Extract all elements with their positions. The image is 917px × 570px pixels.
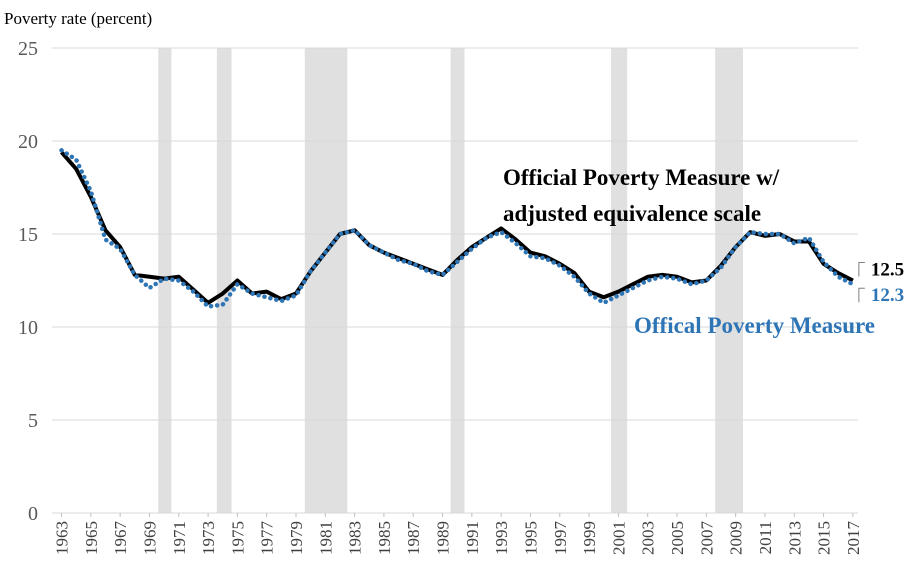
x-tick-label: 2007 [697,521,716,556]
recession-band [216,48,232,513]
y-tick-label: 20 [18,131,38,153]
x-tick-label: 1987 [404,521,423,556]
y-tick-label: 10 [18,317,38,339]
series-label: Offical Poverty Measure [634,313,875,338]
x-tick-label: 1993 [492,521,511,555]
x-tick-label: 1999 [580,521,599,555]
end-bracket [858,287,865,303]
x-tick-label: 1971 [170,521,189,555]
y-tick-label: 15 [18,224,38,246]
y-tick-label: 25 [18,38,38,60]
x-tick-label: 1967 [111,521,130,556]
recession-band [611,48,628,513]
x-tick-label: 1989 [434,521,453,555]
x-tick-label: 1997 [551,521,570,556]
end-bracket [858,262,865,277]
x-tick-label: 1981 [316,521,335,555]
x-tick-label: 2017 [844,521,863,556]
end-value-label: 12.5 [871,260,904,281]
x-tick-label: 2015 [815,521,834,555]
x-tick-label: 1979 [287,521,306,555]
x-tick-label: 1975 [228,521,247,555]
y-axis-label: Poverty rate (percent) [4,9,152,28]
x-tick-label: 1965 [82,521,101,555]
x-tick-label: 1995 [521,521,540,555]
x-tick-label: 2011 [756,521,775,554]
recession-band [715,48,743,513]
x-tick-label: 2013 [785,521,804,555]
y-tick-label: 5 [28,410,38,432]
x-tick-label: 1973 [199,521,218,555]
x-tick-label: 1969 [140,521,159,555]
x-tick-label: 1983 [346,521,365,555]
x-tick-label: 2009 [727,521,746,555]
x-tick-label: 2001 [609,521,628,555]
recession-band [450,48,465,513]
recession-band [304,48,348,513]
x-tick-label: 1985 [375,521,394,555]
x-tick-label: 1991 [463,521,482,555]
end-value-label: 12.3 [871,285,904,306]
x-tick-label: 1977 [258,521,277,556]
x-tick-label: 1963 [53,521,72,555]
series-label: Official Poverty Measure w/ adjusted equ… [503,165,780,226]
y-tick-label: 0 [28,503,38,525]
series-line [59,148,856,309]
x-tick-label: 2003 [639,521,658,555]
x-tick-label: 2005 [668,521,687,555]
